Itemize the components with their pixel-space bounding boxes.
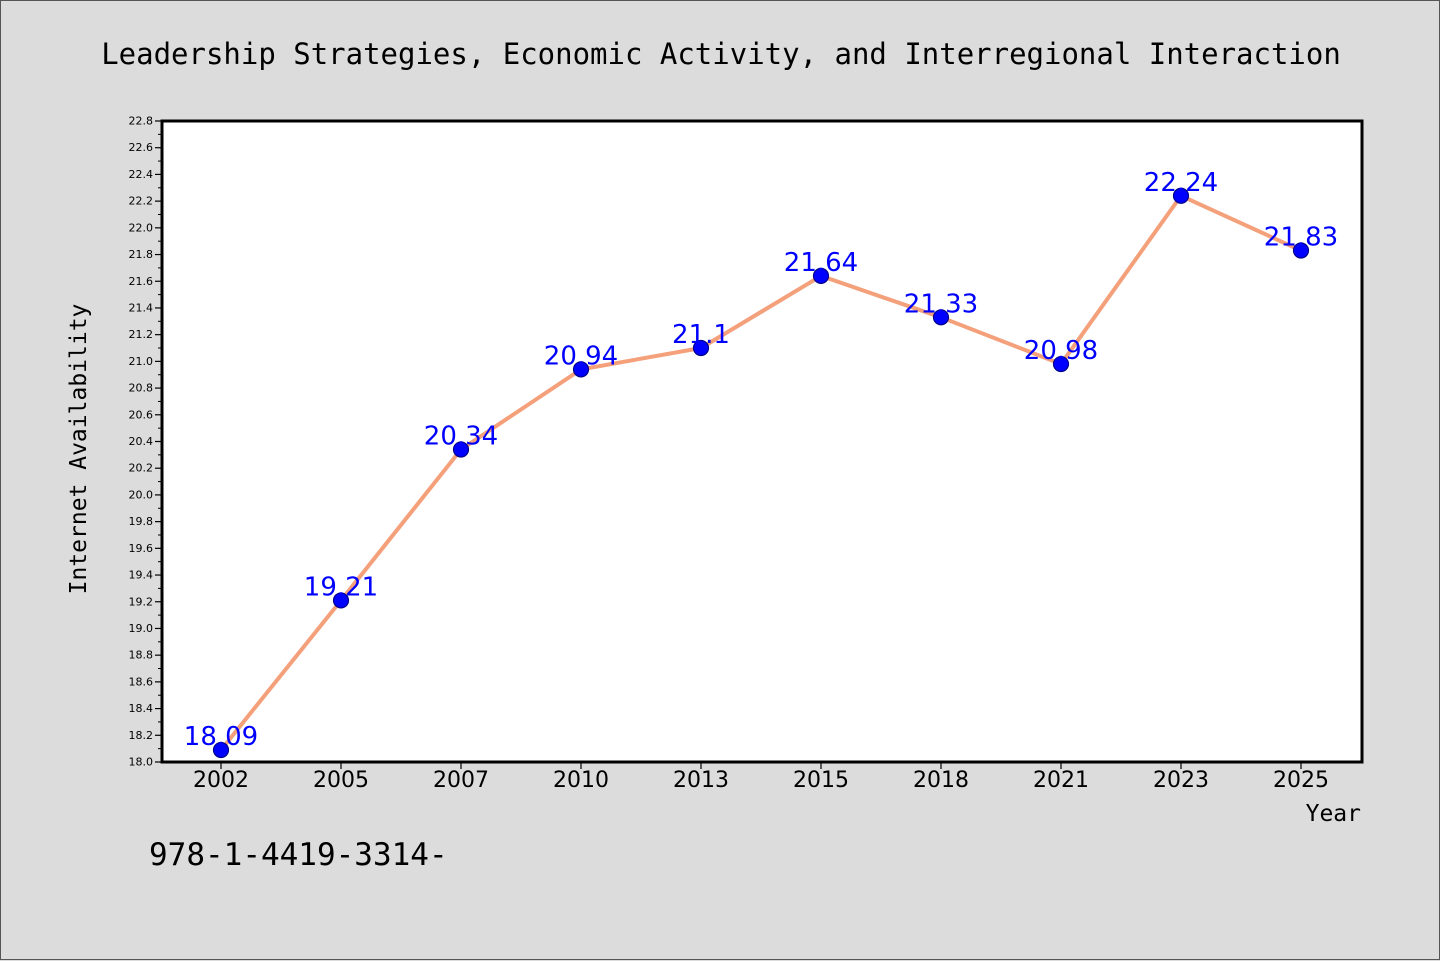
y-tick-label: 21.2 xyxy=(129,328,154,341)
series-internet-availability: 18.09 19.21 20.34 20.94 21.1 21.64 21.33 20.98 2… xyxy=(184,168,1338,759)
y-tick-label: 21.0 xyxy=(129,355,154,368)
y-tick-label: 20.4 xyxy=(129,435,154,448)
y-axis: 18.0 18.2 18.4 18.6 18.8 19.0 19.2 19.4 19.6 19.8… xyxy=(129,115,162,769)
y-tick-label: 18.4 xyxy=(129,702,154,715)
data-label: 21.33 xyxy=(904,289,978,319)
data-label: 22.24 xyxy=(1144,168,1218,198)
data-point xyxy=(1172,187,1190,204)
data-point xyxy=(1292,242,1310,259)
x-tick-label: 2015 xyxy=(793,768,849,793)
data-point xyxy=(452,441,470,458)
x-tick-label: 2005 xyxy=(313,768,369,793)
data-point xyxy=(692,339,710,357)
y-tick-label: 18.6 xyxy=(129,675,154,688)
data-point xyxy=(812,267,830,285)
y-tick-label: 21.6 xyxy=(129,275,154,288)
chart-title: Leadership Strategies, Economic Activity… xyxy=(101,37,1341,71)
y-tick-label: 22.0 xyxy=(129,221,154,234)
data-label: 20.34 xyxy=(424,422,498,452)
data-label: 20.94 xyxy=(544,341,618,371)
y-tick-label: 19.8 xyxy=(129,515,154,528)
y-tick-label: 18.2 xyxy=(129,729,154,742)
data-point xyxy=(332,592,350,609)
x-axis: 2002 2005 2007 2010 2013 2015 2018 2021 2023 2025 xyxy=(193,762,1329,793)
y-tick-label: 20.2 xyxy=(129,462,154,475)
x-tick-label: 2025 xyxy=(1273,768,1329,793)
plot-area xyxy=(162,121,1362,762)
y-tick-label: 21.4 xyxy=(129,301,154,314)
data-label: 21.64 xyxy=(784,248,858,278)
plot-frame xyxy=(160,119,1364,764)
y-tick-label: 19.6 xyxy=(129,542,154,555)
data-point xyxy=(212,741,230,759)
y-tick-label: 19.2 xyxy=(129,595,154,608)
y-tick-label: 20.6 xyxy=(129,408,154,421)
y-axis-label: Internet Availability xyxy=(66,304,92,595)
x-tick-label: 2002 xyxy=(193,768,249,793)
x-tick-label: 2023 xyxy=(1153,768,1209,793)
x-tick-label: 2007 xyxy=(433,768,489,793)
data-point xyxy=(932,309,950,326)
data-label: 21.1 xyxy=(672,320,730,350)
x-tick-label: 2021 xyxy=(1033,768,1089,793)
isbn-label: 978-1-4419-3314- xyxy=(149,837,448,873)
data-label: 18.09 xyxy=(184,722,258,752)
y-tick-label: 20.8 xyxy=(129,382,154,395)
data-label: 21.83 xyxy=(1264,223,1338,253)
data-label: 20.98 xyxy=(1024,336,1098,366)
y-tick-label: 18.0 xyxy=(129,756,154,769)
y-tick-label: 21.8 xyxy=(129,248,154,261)
data-point xyxy=(572,361,590,378)
y-tick-label: 20.0 xyxy=(129,488,154,501)
y-tick-label: 22.4 xyxy=(129,168,154,181)
series-line xyxy=(219,193,1303,752)
y-tick-label: 22.6 xyxy=(129,141,154,154)
x-tick-label: 2010 xyxy=(553,768,609,793)
y-tick-label: 18.8 xyxy=(129,649,154,662)
y-tick-label: 19.0 xyxy=(129,622,154,635)
data-label: 19.21 xyxy=(304,572,378,602)
data-point xyxy=(1052,355,1070,373)
x-axis-label: Year xyxy=(1306,801,1361,827)
y-tick-label: 22.2 xyxy=(129,195,154,208)
y-tick-label: 19.4 xyxy=(129,569,154,582)
x-tick-label: 2018 xyxy=(913,768,969,793)
y-tick-label: 22.8 xyxy=(129,115,154,128)
x-tick-label: 2013 xyxy=(673,768,729,793)
